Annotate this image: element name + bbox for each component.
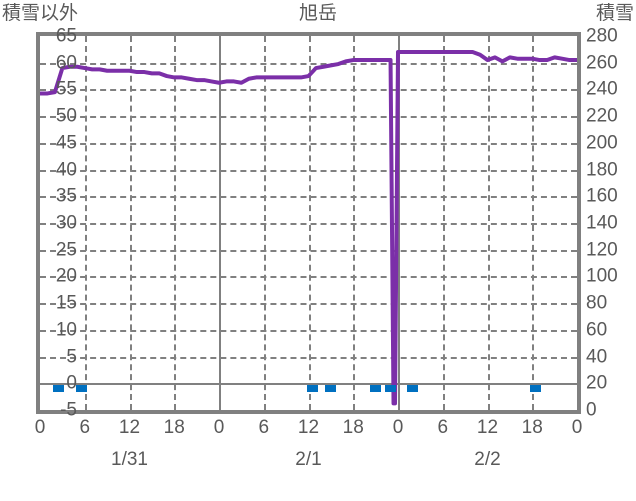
left-axis-tick-label: 25 xyxy=(55,239,77,261)
gridline-vertical xyxy=(174,36,177,410)
gridline-vertical xyxy=(532,36,535,410)
gridline-vertical xyxy=(353,36,356,410)
right-axis-tick-label: 200 xyxy=(586,132,618,154)
chart-title: 旭岳 xyxy=(298,3,337,24)
x-axis-date-label: 2/1 xyxy=(295,449,322,470)
right-axis-tick-label: 120 xyxy=(586,239,618,261)
snow-depth-line xyxy=(40,50,577,406)
gridline-day-boundary xyxy=(398,36,400,410)
left-axis-tick-label: 40 xyxy=(55,159,77,181)
left-axis-tick-label: 5 xyxy=(66,346,77,368)
gridline-vertical xyxy=(129,36,132,410)
x-axis-tick-label: 0 xyxy=(213,417,225,438)
precipitation-bar xyxy=(53,385,65,393)
x-axis-tick-label: 6 xyxy=(258,417,270,438)
gridline-vertical xyxy=(487,36,490,410)
gridline-day-boundary xyxy=(219,36,221,410)
left-axis-title: 積雪以外 xyxy=(2,3,79,24)
gridline-vertical xyxy=(442,36,445,410)
x-axis-date-label: 2/2 xyxy=(474,449,501,470)
right-axis-tick-label: 180 xyxy=(586,159,618,181)
x-axis-tick-label: 0 xyxy=(34,417,46,438)
left-axis-tick-label: 10 xyxy=(55,319,77,341)
x-axis-tick-label: 6 xyxy=(79,417,91,438)
gridline-vertical xyxy=(84,36,87,410)
precipitation-bar xyxy=(306,385,318,393)
x-axis-tick-label: 0 xyxy=(392,417,404,438)
left-axis-tick-label: 65 xyxy=(55,25,77,47)
right-axis-tick-label: 160 xyxy=(586,185,618,207)
right-axis-tick-label: 280 xyxy=(586,25,618,47)
left-axis-tick-label: 0 xyxy=(66,372,77,394)
right-axis-tick-label: 80 xyxy=(586,292,608,314)
right-axis-tick-label: 140 xyxy=(586,212,618,234)
left-axis-tick-label: -5 xyxy=(60,399,77,421)
left-axis-tick-label: 55 xyxy=(55,78,77,100)
right-axis-tick-label: 0 xyxy=(586,399,597,421)
x-axis-tick-label: 18 xyxy=(163,417,185,438)
left-axis-tick-label: 35 xyxy=(55,185,77,207)
precipitation-bar xyxy=(325,385,337,393)
precipitation-bar xyxy=(385,385,397,393)
x-axis-date-label: 1/31 xyxy=(111,449,148,470)
right-axis-tick-label: 40 xyxy=(586,346,608,368)
plot-area xyxy=(36,32,581,414)
x-axis-tick-label: 12 xyxy=(118,417,141,438)
x-axis-tick-label: 6 xyxy=(437,417,449,438)
gridline-vertical xyxy=(308,36,311,410)
right-axis-tick-label: 60 xyxy=(586,319,608,341)
x-axis-tick-label: 12 xyxy=(476,417,499,438)
right-axis-tick-label: 100 xyxy=(586,265,618,287)
precipitation-bar xyxy=(75,385,87,393)
right-axis-tick-label: 240 xyxy=(586,78,618,100)
precipitation-bar xyxy=(407,385,419,393)
x-axis-tick-label: 0 xyxy=(571,417,583,438)
left-axis-tick-label: 60 xyxy=(55,52,77,74)
left-axis-tick-label: 15 xyxy=(55,292,77,314)
right-axis-title: 積雪 xyxy=(595,3,634,24)
right-axis-tick-label: 20 xyxy=(586,372,608,394)
x-axis-tick-label: 18 xyxy=(342,417,364,438)
left-axis-tick-label: 30 xyxy=(55,212,77,234)
precipitation-bar xyxy=(370,385,382,393)
right-axis-tick-label: 260 xyxy=(586,52,618,74)
gridline-vertical xyxy=(263,36,266,410)
precipitation-bar xyxy=(530,385,542,393)
x-axis-tick-label: 12 xyxy=(297,417,320,438)
right-axis-tick-label: 220 xyxy=(586,105,618,127)
left-axis-tick-label: 50 xyxy=(55,105,77,127)
left-axis-tick-label: 45 xyxy=(55,132,77,154)
x-axis-tick-label: 18 xyxy=(521,417,543,438)
series-layer xyxy=(40,50,577,406)
left-axis-tick-label: 20 xyxy=(55,265,77,287)
